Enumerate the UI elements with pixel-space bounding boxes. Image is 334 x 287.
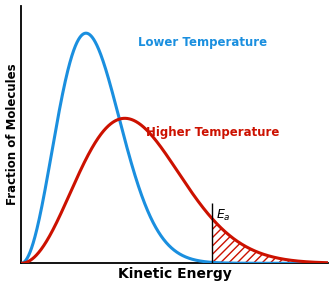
Text: Higher Temperature: Higher Temperature	[146, 126, 279, 139]
Text: $E_a$: $E_a$	[216, 208, 230, 222]
X-axis label: Kinetic Energy: Kinetic Energy	[118, 267, 232, 282]
Text: Lower Temperature: Lower Temperature	[138, 36, 267, 49]
Y-axis label: Fraction of Molecules: Fraction of Molecules	[6, 64, 19, 205]
